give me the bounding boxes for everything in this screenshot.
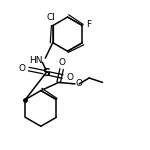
Text: HN: HN [30, 56, 43, 65]
Text: S: S [42, 68, 50, 78]
Text: O: O [58, 58, 65, 67]
Text: F: F [86, 20, 91, 29]
Text: Cl: Cl [47, 13, 56, 22]
Text: O: O [76, 79, 83, 88]
Text: O: O [18, 64, 25, 73]
Text: O: O [66, 73, 73, 82]
